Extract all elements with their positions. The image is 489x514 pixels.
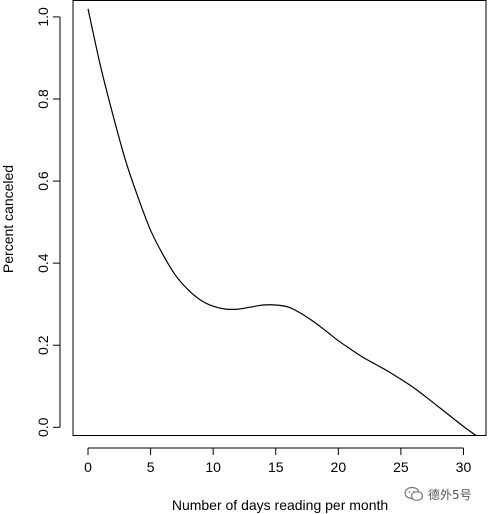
x-axis: 0 5 10 15 20 25 30 [84, 447, 472, 475]
y-tick-label: 0.4 [35, 253, 51, 273]
x-tick-label: 15 [268, 459, 284, 475]
watermark: 德外5号 [404, 484, 472, 504]
x-tick-label: 20 [331, 459, 347, 475]
y-tick-label: 0.6 [35, 171, 51, 191]
plot-frame [72, 0, 487, 436]
y-tick-label: 1.0 [35, 7, 51, 27]
x-tick-label: 10 [205, 459, 221, 475]
y-tick-label: 0.0 [35, 417, 51, 437]
watermark-text: 德外5号 [428, 487, 472, 502]
y-axis: 0.0 0.2 0.4 0.6 0.8 1.0 [35, 7, 61, 437]
wechat-icon [404, 486, 424, 501]
y-axis-label: Percent canceled [0, 165, 16, 273]
x-tick-label: 30 [456, 459, 472, 475]
x-tick-label: 5 [147, 459, 155, 475]
y-tick-label: 0.8 [35, 89, 51, 109]
y-tick-label: 0.2 [35, 335, 51, 355]
x-axis-label: Number of days reading per month [172, 497, 388, 513]
x-tick-label: 0 [84, 459, 92, 475]
x-tick-label: 25 [393, 459, 409, 475]
line-series-1 [87, 8, 477, 436]
